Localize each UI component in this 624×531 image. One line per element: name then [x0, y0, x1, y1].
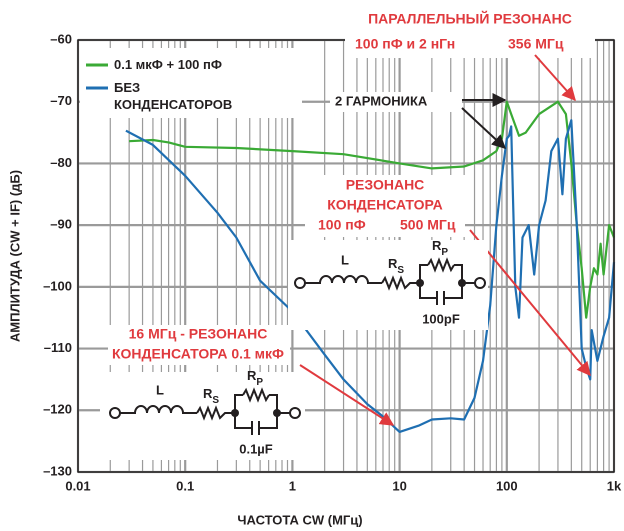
- annotation: 356 МГц: [508, 36, 564, 52]
- resistor-label: RS: [203, 386, 219, 405]
- parallel-frame: [234, 394, 278, 429]
- node: [231, 409, 239, 417]
- resistor: [381, 275, 420, 291]
- y-tick-label: –110: [44, 340, 72, 355]
- parallel-symbol: R: [247, 368, 257, 383]
- annotation: 100 пФ и 2 нГн: [355, 36, 455, 52]
- node: [416, 279, 424, 287]
- y-axis-label: АМПЛИТУДА (CW + IF) (дБ): [7, 170, 22, 342]
- parallel-symbol: R: [432, 238, 442, 253]
- parallel-subscript: P: [441, 247, 448, 258]
- x-axis-label: ЧАСТОТА CW (МГц): [237, 512, 362, 527]
- parallel-resistor: [427, 257, 455, 273]
- resistor: [196, 405, 235, 421]
- parallel-frame: [419, 264, 463, 299]
- y-tick-label: –100: [43, 278, 72, 293]
- resistor-symbol: R: [388, 256, 398, 271]
- legend-box: [80, 48, 302, 118]
- annotation: КОНДЕНСАТОРА: [327, 197, 442, 213]
- annotation: 16 МГц - РЕЗОНАНС: [129, 326, 268, 342]
- legend-label: 0.1 мкФ + 100 пФ: [114, 57, 222, 72]
- series-lines: [125, 100, 616, 433]
- inductor: [120, 405, 197, 414]
- terminal: [474, 277, 486, 289]
- capacitor: [251, 421, 260, 435]
- annotation: 500 МГц: [400, 217, 456, 233]
- terminal: [289, 407, 301, 419]
- inductor-label: L: [156, 382, 164, 397]
- resistor-subscript: S: [212, 395, 219, 406]
- capacitor: [436, 291, 445, 305]
- parallel-resistor: [242, 387, 270, 403]
- arrow: [469, 229, 591, 377]
- parallel-label: RP: [247, 368, 263, 387]
- x-tick-label: 10: [392, 478, 406, 493]
- y-tick-label: –120: [43, 402, 72, 417]
- annotation: КОНДЕНСАТОРА 0.1 мкФ: [112, 346, 284, 362]
- x-tick-label: 100: [496, 478, 518, 493]
- parallel-label: RP: [432, 238, 448, 257]
- annotation-bg: [305, 175, 465, 237]
- resistor-symbol: R: [203, 386, 213, 401]
- annotation: 100 пФ: [318, 217, 366, 233]
- arrow: [461, 107, 507, 149]
- annotation-bg: [108, 325, 290, 365]
- x-tick-label: 1k: [607, 478, 622, 493]
- annotation: 2 ГАРМОНИКА: [335, 93, 428, 108]
- annotation: ПАРАЛЛЕЛЬНЫЙ РЕЗОНАНС: [368, 10, 572, 27]
- annotation-bg: [330, 92, 462, 112]
- capacitor-label: 100pF: [422, 311, 460, 326]
- arrow: [299, 364, 395, 426]
- x-tick-label: 1: [289, 478, 296, 493]
- inductor: [305, 275, 382, 284]
- y-tick-label: –130: [43, 463, 72, 478]
- y-tick-label: –60: [50, 31, 72, 46]
- y-tick-label: –90: [50, 217, 72, 232]
- capacitor-label: 0.1µF: [239, 441, 273, 456]
- parallel-subscript: P: [256, 377, 263, 388]
- inductor-label: L: [341, 252, 349, 267]
- arrow: [534, 54, 576, 102]
- series-line: [125, 119, 616, 433]
- y-tick-label: –70: [50, 93, 72, 108]
- x-tick-label: 0.1: [176, 478, 194, 493]
- x-tick-label: 0.01: [65, 478, 90, 493]
- series-line: [129, 100, 616, 319]
- y-tick-label: –80: [50, 155, 72, 170]
- resistor-label: RS: [388, 256, 404, 275]
- annotation: РЕЗОНАНС: [346, 177, 425, 193]
- annotation-bg: [345, 10, 595, 58]
- legend-label: БЕЗ КОНДЕНСАТОРОВ: [114, 80, 233, 112]
- resistor-subscript: S: [397, 265, 404, 276]
